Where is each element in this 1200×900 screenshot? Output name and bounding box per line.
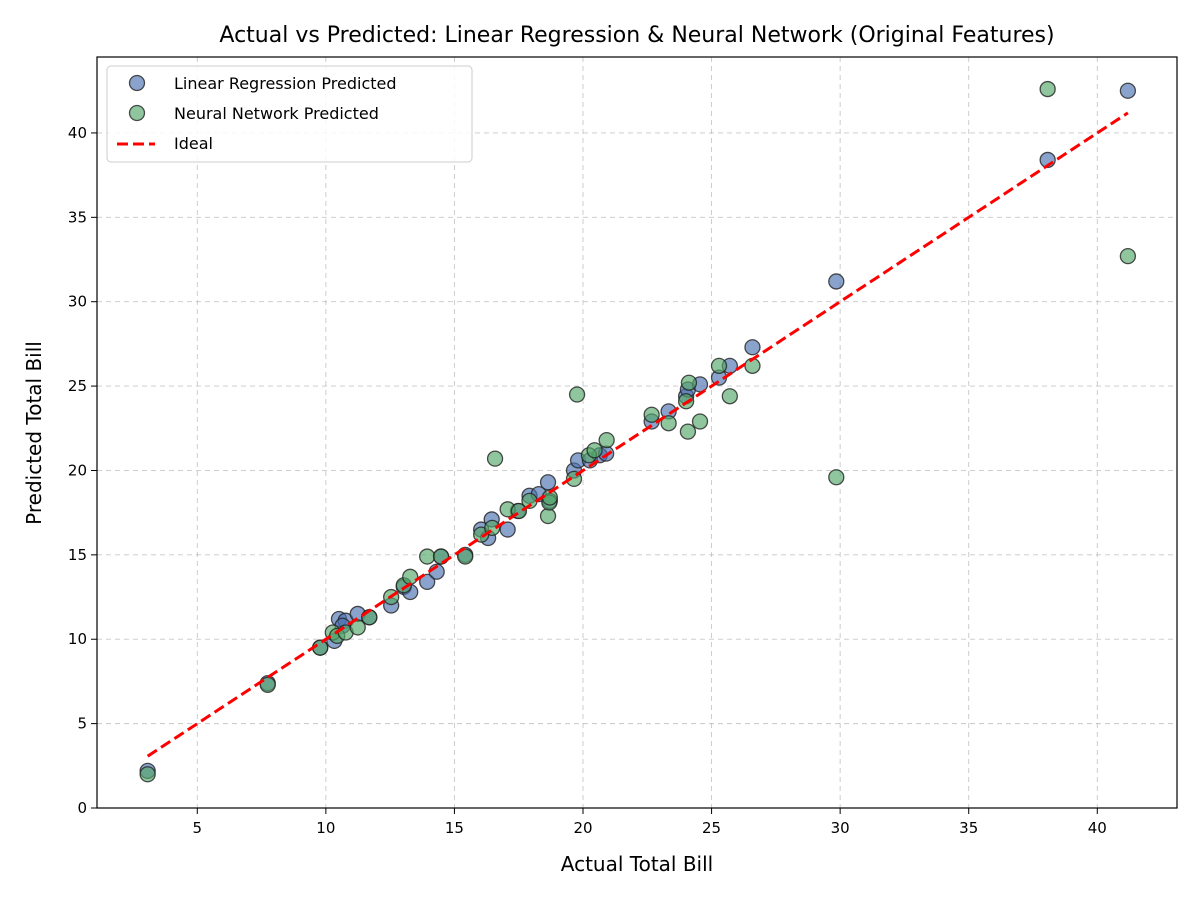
scatter-point: [139, 766, 156, 783]
y-tick-label: 15: [68, 546, 87, 564]
legend: Linear Regression Predicted Neural Networ…: [106, 65, 473, 163]
x-tick-label: 5: [193, 819, 203, 837]
legend-box: [106, 65, 473, 163]
plot-frame: [96, 56, 1178, 809]
scatter-point: [568, 386, 586, 403]
scatter-point: [457, 548, 474, 565]
chart-title: Actual vs Predicted: Linear Regression &…: [219, 23, 1054, 48]
y-tick-label: 5: [77, 715, 87, 733]
scatter-point: [1039, 80, 1056, 98]
scatter-point: [598, 431, 615, 449]
scatter-point: [486, 450, 504, 467]
x-tick-label: 15: [445, 819, 464, 837]
y-tick-label: 35: [68, 208, 87, 226]
scatter-point: [744, 339, 761, 356]
scatter-point: [680, 374, 698, 391]
x-tick-label: 40: [1088, 819, 1107, 837]
scatter-points: [139, 80, 1137, 783]
scatter-point: [679, 423, 697, 440]
scatter-point: [539, 474, 557, 491]
legend-marker: [128, 74, 146, 92]
scatter-point: [539, 507, 557, 525]
y-tick-label: 10: [68, 630, 87, 648]
scatter-point: [586, 442, 603, 459]
scatter-point: [1119, 247, 1137, 265]
ideal-line: [146, 111, 1129, 758]
y-tick-label: 25: [68, 377, 87, 395]
axis-ticks: 5 10 15 20 25 30 35 40 0 5 10 15 20 25 30 35 40: [68, 124, 1107, 837]
y-tick-label: 0: [77, 799, 87, 817]
scatter-point: [643, 406, 660, 423]
scatter-point: [402, 568, 419, 585]
scatter-point: [710, 357, 728, 374]
scatter-point: [828, 469, 845, 486]
x-axis-label: Actual Total Bill: [561, 852, 713, 876]
scatter-point: [419, 548, 436, 565]
scatter-point: [419, 573, 436, 591]
scatter-point: [828, 273, 845, 290]
y-axis-label: Predicted Total Bill: [22, 341, 46, 525]
y-tick-label: 40: [68, 124, 87, 142]
y-tick-label: 30: [68, 293, 87, 311]
scatter-point: [721, 388, 738, 405]
legend-label: Neural Network Predicted: [174, 104, 379, 123]
x-tick-label: 10: [316, 819, 335, 837]
scatter-point: [1119, 82, 1137, 99]
scatter-point: [660, 415, 677, 432]
y-tick-label: 20: [68, 461, 87, 479]
legend-marker: [128, 104, 146, 122]
x-tick-label: 30: [831, 819, 850, 837]
scatter-point: [691, 413, 709, 430]
x-tick-label: 35: [959, 819, 978, 837]
legend-label: Linear Regression Predicted: [174, 74, 397, 93]
x-tick-label: 25: [702, 819, 721, 837]
grid-lines: [97, 57, 1177, 809]
x-tick-label: 20: [573, 819, 592, 837]
legend-label: Ideal: [174, 134, 213, 153]
